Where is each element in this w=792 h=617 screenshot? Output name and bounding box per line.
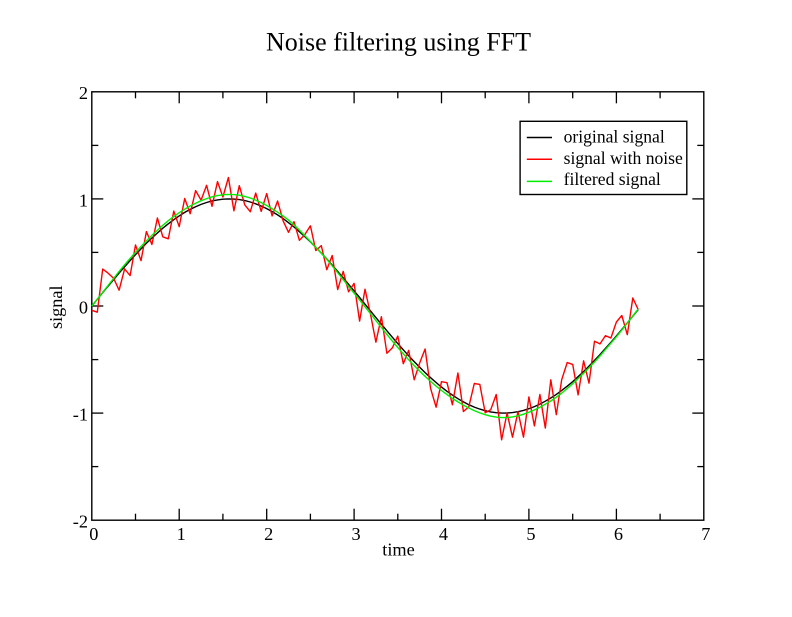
svg-text:-1: -1 — [73, 405, 88, 425]
svg-text:0: 0 — [89, 524, 98, 544]
svg-text:original signal: original signal — [564, 127, 665, 147]
svg-text:signal with noise: signal with noise — [564, 148, 683, 168]
svg-text:7: 7 — [701, 524, 710, 544]
svg-text:time: time — [382, 539, 415, 559]
svg-text:filtered signal: filtered signal — [564, 169, 661, 189]
svg-text:3: 3 — [352, 524, 361, 544]
svg-text:2: 2 — [264, 524, 273, 544]
svg-text:Noise filtering using FFT: Noise filtering using FFT — [266, 28, 531, 57]
svg-text:6: 6 — [614, 524, 623, 544]
svg-text:5: 5 — [526, 524, 535, 544]
svg-text:2: 2 — [79, 83, 88, 103]
svg-text:4: 4 — [439, 524, 448, 544]
svg-text:-2: -2 — [73, 512, 88, 532]
svg-text:signal: signal — [46, 285, 66, 329]
svg-text:1: 1 — [177, 524, 186, 544]
svg-text:1: 1 — [79, 190, 88, 210]
svg-text:0: 0 — [79, 297, 88, 317]
